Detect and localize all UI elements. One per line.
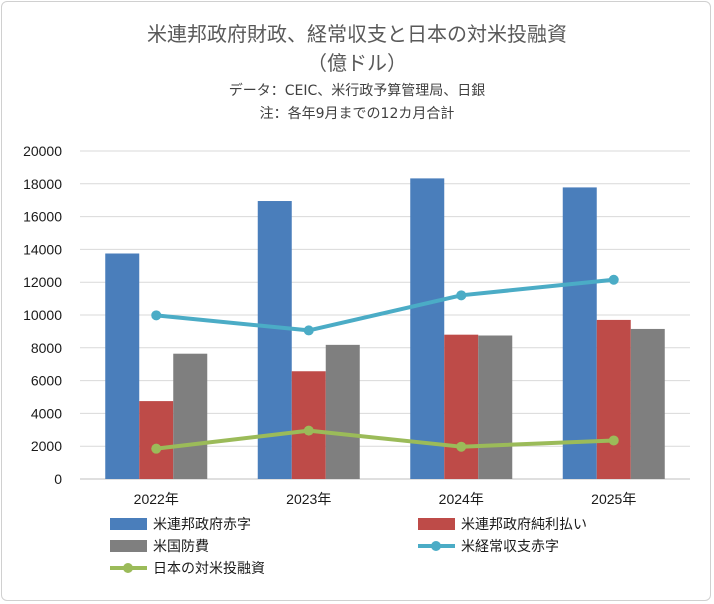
legend-swatch-interest [418, 518, 455, 530]
point-japan-investment-0 [151, 443, 162, 454]
legend-swatch-defense [110, 540, 147, 552]
legend-item-deficit: 米連邦政府赤字 [110, 514, 251, 534]
x-tick-label: 2022年 [134, 491, 179, 507]
legend-label-interest: 米連邦政府純利払い [461, 517, 587, 533]
y-tick-label: 10000 [23, 307, 62, 323]
bar-interest-0 [139, 401, 174, 479]
point-current-account-1 [303, 325, 314, 336]
legend-label-deficit: 米連邦政府赤字 [153, 517, 251, 533]
legend-item-defense: 米国防費 [110, 536, 209, 556]
legend-item-current-account: 米経常収支赤字 [418, 536, 559, 556]
chart-note: 注：各年9月までの12カ月合計 [259, 106, 455, 122]
y-tick-label: 12000 [23, 274, 62, 290]
point-japan-investment-2 [456, 441, 467, 452]
y-tick-label: 14000 [23, 241, 62, 257]
bar-deficit-3 [562, 187, 597, 479]
y-tick-label: 0 [54, 471, 62, 487]
x-tick-label: 2023年 [286, 491, 331, 507]
point-current-account-0 [151, 310, 162, 321]
bar-defense-0 [173, 353, 208, 479]
legend-swatch-japan-investment [110, 561, 147, 575]
y-tick-label: 16000 [23, 209, 62, 225]
legend-item-interest: 米連邦政府純利払い [418, 514, 587, 534]
y-tick-label: 4000 [31, 405, 62, 421]
bar-interest-1 [291, 371, 326, 479]
bar-defense-3 [630, 328, 665, 479]
y-tick-label: 18000 [23, 176, 62, 192]
point-japan-investment-1 [303, 425, 314, 436]
line-japan-investment [156, 428, 614, 451]
point-japan-investment-3 [608, 435, 619, 446]
legend-label-japan-investment: 日本の対米投融資 [153, 561, 265, 577]
x-tick-label: 2024年 [439, 491, 484, 507]
y-tick-label: 6000 [31, 373, 62, 389]
chart-unit: （億ドル） [307, 51, 407, 75]
bar-deficit-2 [410, 178, 445, 479]
bar-defense-1 [325, 344, 360, 479]
chart-title: 米連邦政府財政、経常収支と日本の対米投融資 [147, 22, 567, 46]
legend-item-japan-investment: 日本の対米投融資 [110, 558, 265, 578]
bar-deficit-0 [105, 253, 140, 479]
y-tick-label: 8000 [31, 340, 62, 356]
line-current-account [156, 277, 614, 333]
point-current-account-3 [608, 274, 619, 285]
bar-defense-2 [478, 335, 513, 479]
y-tick-label: 2000 [31, 438, 62, 454]
point-current-account-2 [456, 290, 467, 301]
chart-source: データ：CEIC、米行政予算管理局、日銀 [228, 83, 486, 99]
bar-interest-3 [596, 319, 631, 479]
legend-swatch-deficit [110, 518, 147, 530]
legend-label-current-account: 米経常収支赤字 [461, 539, 559, 555]
x-tick-label: 2025年 [591, 491, 636, 507]
y-tick-label: 20000 [23, 143, 62, 159]
bar-interest-2 [444, 334, 479, 479]
legend-swatch-current-account [418, 539, 455, 553]
legend-label-defense: 米国防費 [153, 539, 209, 555]
